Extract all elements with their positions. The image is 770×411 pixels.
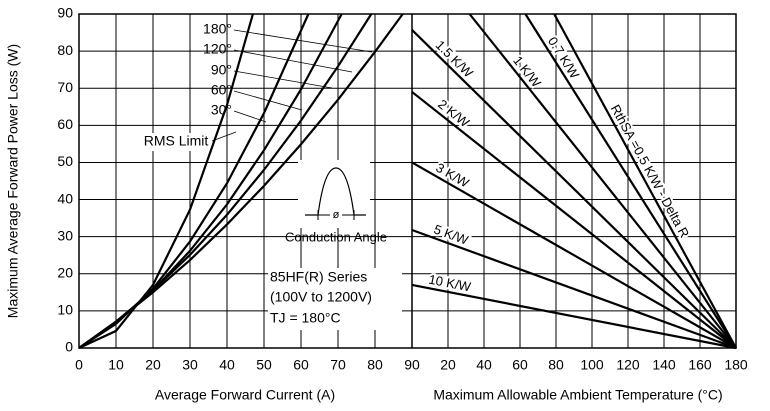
annotation: TJ = 180°C <box>270 310 341 326</box>
annotation: Conduction Angle <box>285 229 387 244</box>
x-tick-label: 30 <box>182 357 198 373</box>
rms-bg <box>140 133 212 151</box>
icon-bg <box>298 160 370 228</box>
annotation: ø <box>333 209 340 221</box>
x-tick-label: 100 <box>580 357 604 373</box>
series-line <box>411 29 737 349</box>
annotation: RMS Limit <box>144 133 209 149</box>
x-tick-label: 40 <box>476 357 492 373</box>
series-line <box>411 228 737 350</box>
x-tick-label: 180 <box>724 357 748 373</box>
leader <box>211 131 237 142</box>
y-tick-label: 50 <box>57 153 73 169</box>
x-tick-label: 20 <box>440 357 456 373</box>
x-tick-label: 120 <box>616 357 640 373</box>
leader <box>233 49 353 73</box>
x-tick-label: 140 <box>652 357 676 373</box>
legend-label: 90° <box>211 62 232 78</box>
legend-label: 1.5 K/W <box>433 37 477 81</box>
y-tick-label: 80 <box>57 42 73 58</box>
x-tick-label: 70 <box>330 357 346 373</box>
x-tick-label: 50 <box>256 357 272 373</box>
y-tick-label: 70 <box>57 79 73 95</box>
legend-label: 30° <box>211 102 232 118</box>
legend-label: 10 K/W <box>427 272 472 295</box>
y-tick-label: 40 <box>57 190 73 206</box>
legend-label: RthSA =0.5 K/W - Delta R <box>608 102 693 240</box>
leader <box>233 29 373 53</box>
x-tick-label: 40 <box>219 357 235 373</box>
leader <box>233 90 303 111</box>
x-tick-label: 10 <box>108 357 124 373</box>
series-line <box>553 13 737 349</box>
series-line <box>411 161 737 349</box>
x-tick-label: 20 <box>145 357 161 373</box>
series-line <box>78 13 404 349</box>
legend-label: 60° <box>211 82 232 98</box>
y-tick-label: 30 <box>57 227 73 243</box>
x-axis-label: Average Forward Current (A) <box>155 387 335 403</box>
annotation: 85HF(R) Series <box>270 269 367 285</box>
leader <box>233 70 333 89</box>
y-tick-label: 90 <box>57 5 73 21</box>
annotation: (100V to 1200V) <box>270 289 372 305</box>
series-line <box>468 13 737 349</box>
legend-label: 120° <box>203 41 232 57</box>
x-tick-label: 60 <box>293 357 309 373</box>
leader-lines <box>211 29 373 142</box>
series-line <box>411 91 737 349</box>
x-tick-label: 80 <box>548 357 564 373</box>
legend-label: 180° <box>203 21 232 37</box>
series-line <box>411 283 737 350</box>
x-tick-label: 80 <box>367 357 383 373</box>
frame <box>78 13 737 349</box>
pulse <box>305 167 366 216</box>
x-axis-label: Maximum Allowable Ambient Temperature (°… <box>433 387 722 403</box>
y-axis-label: Maximum Average Forward Power Loss (W) <box>5 44 21 318</box>
y-tick-label: 60 <box>57 116 73 132</box>
conduction-icon <box>298 160 370 228</box>
x-tick-label: 0 <box>75 357 83 373</box>
x-tick-label: 160 <box>688 357 712 373</box>
y-tick-label: 0 <box>65 339 73 355</box>
series-box <box>268 268 402 330</box>
y-tick-label: 10 <box>57 302 73 318</box>
x-tick-label: 90 <box>404 357 420 373</box>
y-tick-label: 20 <box>57 264 73 280</box>
series-line <box>524 13 737 349</box>
x-tick-label: 60 <box>512 357 528 373</box>
series-line <box>78 13 254 349</box>
